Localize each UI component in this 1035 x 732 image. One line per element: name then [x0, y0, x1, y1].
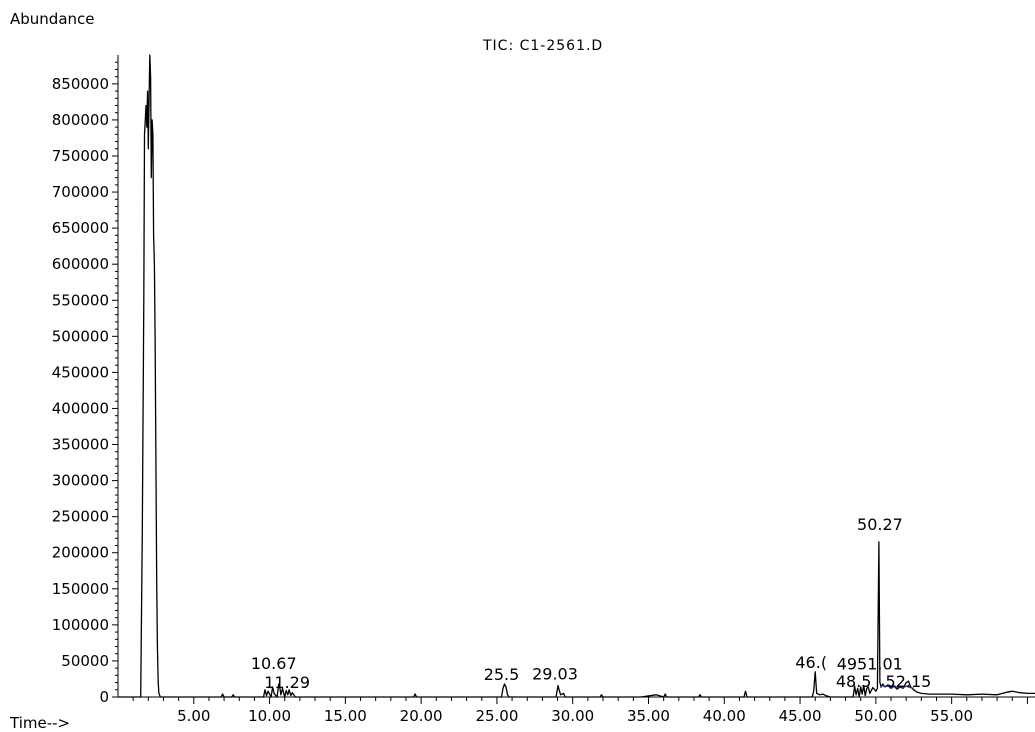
x-axis-label: Time--> [9, 714, 70, 732]
y-tick-label: 50000 [61, 652, 109, 670]
y-tick-label: 700000 [52, 183, 109, 201]
y-tick-label: 500000 [52, 327, 109, 345]
y-tick-label: 550000 [52, 291, 109, 309]
y-tick-label: 650000 [52, 219, 109, 237]
y-axis-label: Abundance [10, 10, 95, 28]
peak-label: 10.67 [251, 654, 297, 673]
x-tick-label: 30.00 [551, 707, 594, 725]
y-tick-label: 750000 [52, 147, 109, 165]
series-line-1 [118, 54, 1035, 698]
x-tick-label: 15.00 [324, 707, 367, 725]
y-tick-label: 0 [99, 688, 109, 706]
peak-label: 29.03 [532, 664, 578, 683]
x-tick-label: 50.00 [854, 707, 897, 725]
x-tick-label: 35.00 [627, 707, 670, 725]
peak-label: 48.5 [836, 672, 872, 691]
x-tick-label: 55.00 [930, 707, 973, 725]
y-tick-label: 600000 [52, 255, 109, 273]
series-group [118, 54, 1035, 698]
y-tick-label: 350000 [52, 436, 109, 454]
y-tick-label: 450000 [52, 363, 109, 381]
y-tick-label: 300000 [52, 472, 109, 490]
y-tick-label: 850000 [52, 75, 109, 93]
y-tick-label: 150000 [52, 580, 109, 598]
x-tick-label: 5.00 [177, 707, 210, 725]
peak-label: 50.27 [857, 515, 903, 534]
x-tick-label: 45.00 [779, 707, 822, 725]
y-tick-label: 800000 [52, 111, 109, 129]
peak-label: 25.5 [484, 665, 520, 684]
series-line-2 [879, 684, 914, 689]
y-tick-label: 200000 [52, 544, 109, 562]
x-tick-label: 40.00 [703, 707, 746, 725]
y-tick-label: 400000 [52, 399, 109, 417]
peak-label: 52.15 [886, 672, 932, 691]
y-tick-label: 100000 [52, 616, 109, 634]
chart-title: TIC: C1-2561.D [482, 38, 603, 54]
x-tick-label: 20.00 [400, 707, 443, 725]
peak-label: 46.( [795, 653, 827, 672]
x-axis-ticks: 5.00 10.00 15.00 20.00 25.00 30.00 35.00 40.00 4… [132, 697, 1028, 725]
y-tick-label: 250000 [52, 508, 109, 526]
y-axis-ticks: 0 50000 100000 150000 200000 250000 300000 3500… [52, 61, 118, 706]
peak-label: 11.29 [264, 673, 310, 692]
peak-label: 4951.01 [837, 655, 903, 674]
x-tick-label: 25.00 [475, 707, 518, 725]
x-tick-label: 10.00 [248, 707, 291, 725]
